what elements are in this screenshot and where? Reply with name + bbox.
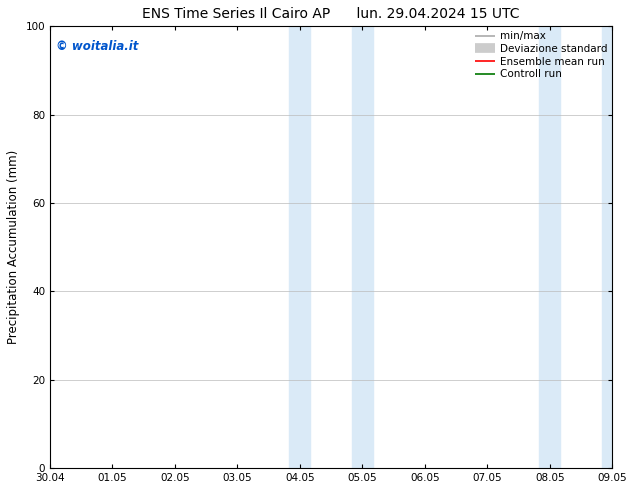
Y-axis label: Precipitation Accumulation (mm): Precipitation Accumulation (mm) [7, 150, 20, 344]
Bar [602, 26, 623, 468]
Bar [289, 26, 311, 468]
Title: ENS Time Series Il Cairo AP      lun. 29.04.2024 15 UTC: ENS Time Series Il Cairo AP lun. 29.04.2… [143, 7, 520, 21]
Legend: min/max, Deviazione standard, Ensemble mean run, Controll run: min/max, Deviazione standard, Ensemble m… [472, 29, 609, 81]
Text: © woitalia.it: © woitalia.it [56, 40, 138, 52]
Bar [539, 26, 560, 468]
Bar [352, 26, 373, 468]
